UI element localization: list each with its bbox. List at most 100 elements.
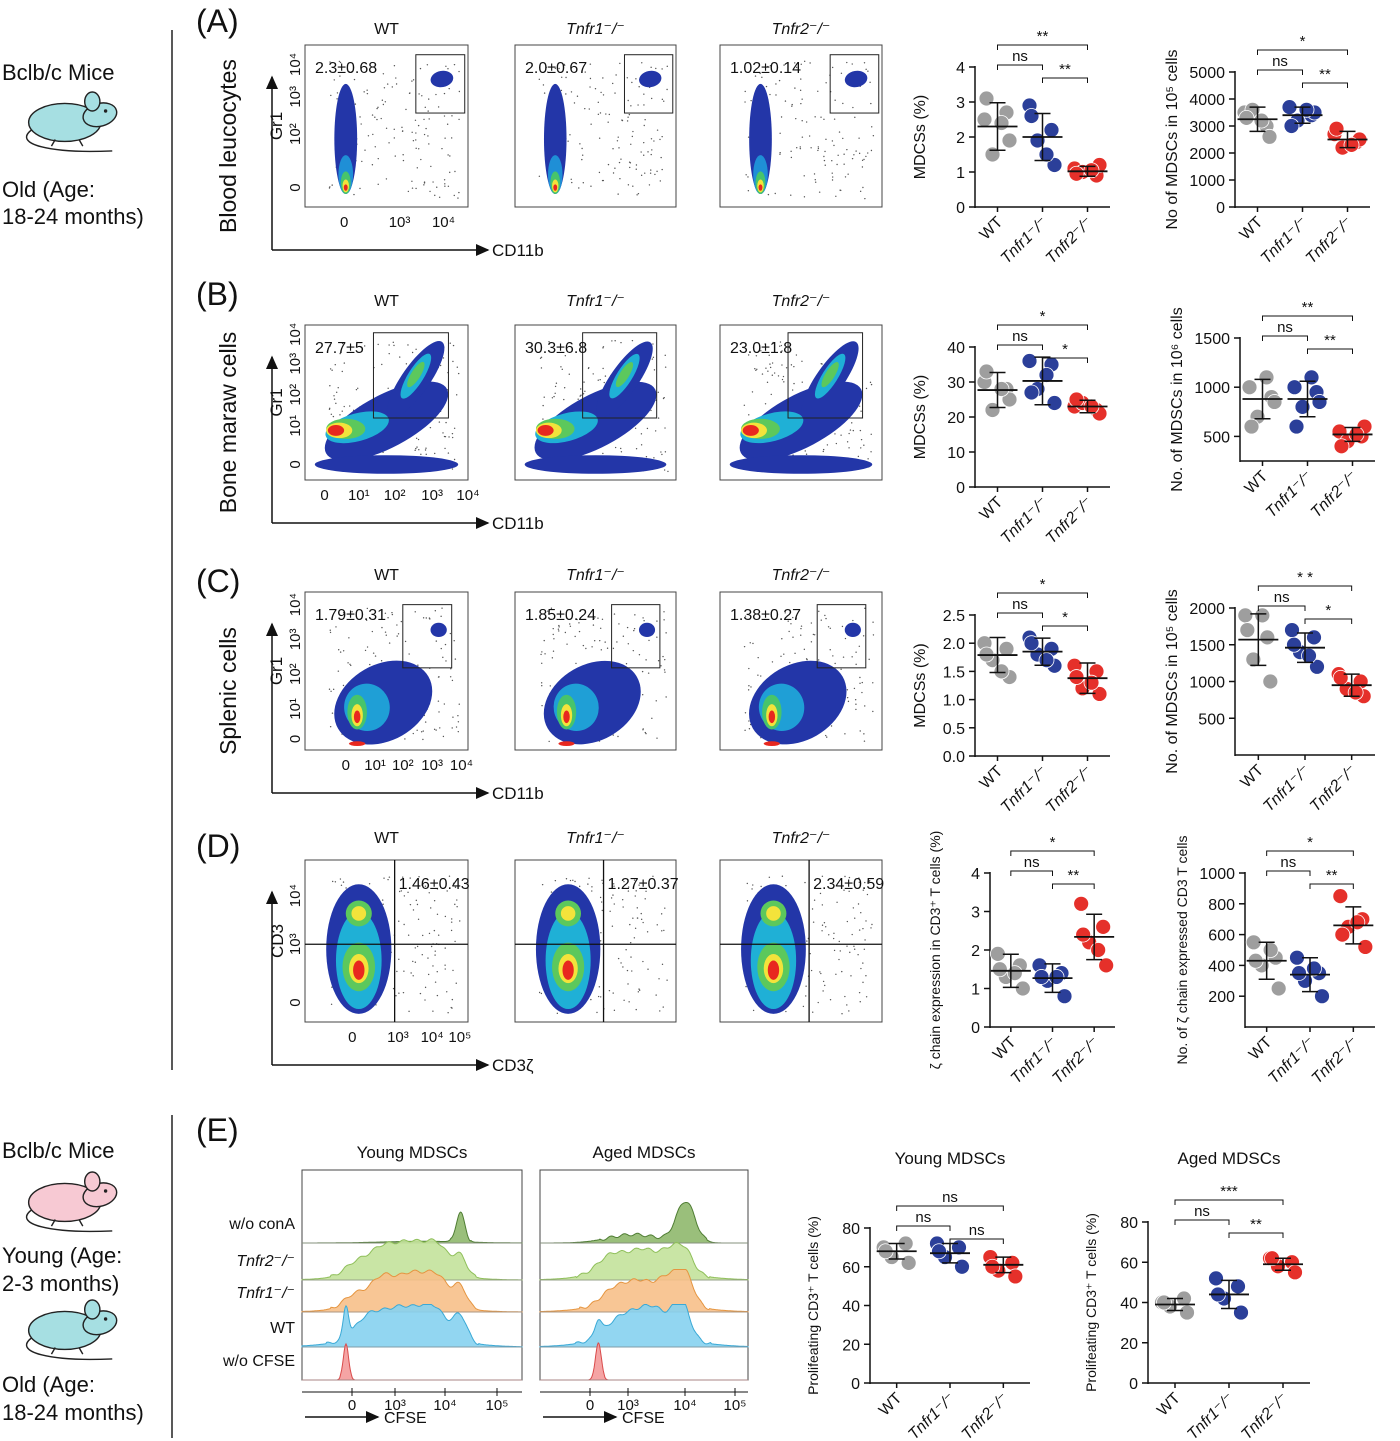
event-dot — [601, 179, 604, 182]
y-tick-label: 1 — [956, 165, 965, 182]
y-tick-label: 1.0 — [943, 693, 965, 710]
event-dot — [425, 127, 427, 130]
error-bar — [1079, 399, 1096, 414]
y-axis-label: CD3 — [268, 924, 287, 958]
histogram-row-label: WT — [270, 1320, 295, 1337]
density-contour — [758, 184, 763, 191]
event-dot — [602, 452, 604, 455]
density-contour — [766, 906, 781, 921]
event-dot — [864, 705, 866, 707]
event-dot — [424, 106, 426, 109]
event-dot — [840, 668, 842, 670]
density-contour — [768, 710, 776, 724]
event-dot — [788, 630, 790, 633]
event-dot — [558, 624, 560, 627]
event-dot — [451, 468, 454, 470]
event-dot — [421, 954, 423, 956]
event-dot — [643, 93, 645, 95]
y-tick-label: 10² — [287, 123, 304, 145]
event-dot — [392, 341, 394, 344]
event-dot — [862, 962, 864, 964]
error-bar — [1167, 1297, 1183, 1312]
event-dot — [381, 626, 383, 629]
event-dot — [424, 449, 427, 451]
event-dot — [761, 373, 764, 375]
mouse-tail — [25, 1337, 113, 1361]
event-dot — [396, 970, 398, 973]
error-bar — [1294, 106, 1311, 125]
event-dot — [833, 144, 835, 147]
event-dot — [640, 444, 643, 446]
event-dot — [846, 441, 849, 443]
event-dot — [437, 676, 440, 678]
plot-title: Tnfr2⁻/⁻ — [772, 21, 831, 38]
event-dot — [552, 633, 554, 636]
event-dot — [643, 620, 645, 622]
significance-label: * — [1307, 834, 1313, 851]
data-point — [1033, 969, 1050, 985]
event-dot — [540, 356, 543, 359]
event-dot — [557, 628, 560, 630]
event-dot — [790, 364, 793, 366]
event-dot — [617, 136, 619, 138]
error-bar — [1221, 1279, 1237, 1310]
event-dot — [771, 374, 774, 376]
event-dot — [640, 174, 643, 177]
y-tick-label: 10¹ — [287, 698, 304, 720]
event-dot — [339, 414, 341, 416]
event-dot — [783, 653, 785, 655]
event-dot — [388, 876, 391, 878]
event-dot — [451, 432, 454, 435]
data-point — [1333, 438, 1350, 455]
y-tick-label: 0 — [956, 200, 965, 217]
event-dot — [857, 455, 860, 458]
event-dot — [538, 78, 541, 81]
error-bar — [1002, 953, 1019, 989]
event-dot — [418, 876, 420, 878]
event-dot — [424, 986, 427, 989]
mouse-ear — [83, 1299, 101, 1320]
event-dot — [450, 137, 453, 139]
event-dot — [581, 147, 583, 150]
event-dot — [652, 356, 655, 359]
event-dot — [843, 889, 845, 891]
event-dot — [823, 159, 826, 162]
event-dot — [611, 925, 614, 927]
event-dot — [366, 89, 368, 91]
event-dot — [626, 77, 628, 79]
event-dot — [543, 617, 545, 620]
event-dot — [411, 131, 413, 133]
data-point — [1090, 942, 1107, 958]
event-dot — [548, 341, 550, 343]
event-dot — [653, 369, 656, 371]
event-dot — [617, 193, 619, 195]
significance-label: ns — [1272, 53, 1288, 70]
event-dot — [410, 972, 412, 974]
event-dot — [630, 956, 632, 958]
event-dot — [545, 66, 547, 69]
event-dot — [375, 1004, 377, 1006]
event-dot — [812, 1011, 814, 1013]
event-dot — [853, 948, 856, 950]
event-dot — [838, 131, 841, 133]
data-point — [1309, 658, 1325, 675]
event-dot — [440, 647, 442, 650]
data-point — [1328, 120, 1345, 137]
data-point — [978, 363, 995, 380]
event-dot — [840, 72, 843, 75]
event-dot — [331, 880, 334, 883]
event-dot — [865, 387, 868, 390]
event-dot — [844, 875, 846, 878]
event-dot — [446, 123, 449, 125]
event-dot — [567, 140, 569, 142]
histogram-title: Aged MDSCs — [593, 1143, 696, 1162]
event-dot — [331, 986, 333, 988]
event-dot — [547, 610, 549, 612]
error-bar — [989, 101, 1006, 152]
event-dot — [630, 105, 632, 107]
event-dot — [343, 405, 345, 408]
histogram-title: Young MDSCs — [357, 1143, 468, 1162]
data-point — [1262, 942, 1279, 958]
event-dot — [823, 155, 825, 158]
event-dot — [848, 447, 850, 449]
